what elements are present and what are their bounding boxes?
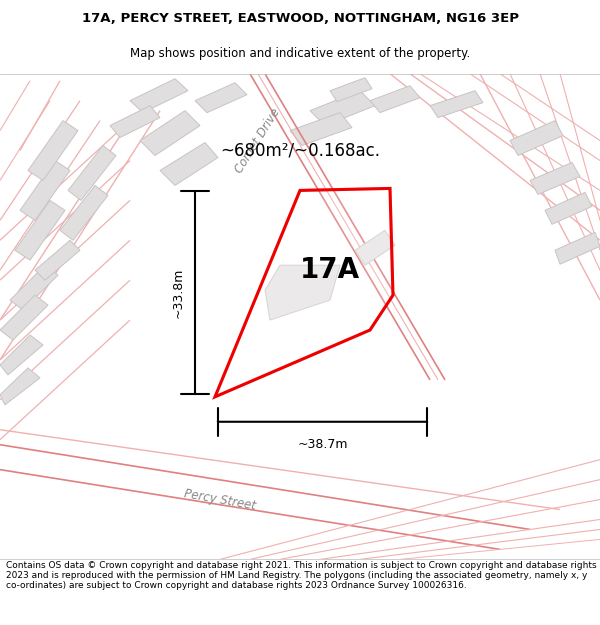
Text: ~38.7m: ~38.7m: [297, 438, 348, 451]
Text: Percy Street: Percy Street: [183, 487, 257, 512]
Polygon shape: [510, 121, 563, 156]
Polygon shape: [370, 86, 420, 112]
Polygon shape: [0, 335, 43, 375]
Text: Comet Drive: Comet Drive: [233, 106, 283, 176]
Polygon shape: [0, 295, 48, 340]
Polygon shape: [0, 368, 40, 405]
Polygon shape: [290, 112, 352, 146]
Polygon shape: [195, 82, 247, 112]
Polygon shape: [545, 192, 592, 224]
Polygon shape: [15, 201, 65, 260]
Text: 17A: 17A: [300, 256, 360, 284]
Text: 17A, PERCY STREET, EASTWOOD, NOTTINGHAM, NG16 3EP: 17A, PERCY STREET, EASTWOOD, NOTTINGHAM,…: [82, 12, 518, 25]
Text: Contains OS data © Crown copyright and database right 2021. This information is : Contains OS data © Crown copyright and d…: [6, 561, 596, 591]
Polygon shape: [60, 186, 108, 240]
Polygon shape: [130, 79, 188, 112]
Text: ~33.8m: ~33.8m: [172, 268, 185, 318]
Polygon shape: [20, 161, 70, 221]
Polygon shape: [215, 188, 393, 397]
Polygon shape: [265, 265, 340, 320]
Polygon shape: [68, 146, 116, 201]
Text: Map shows position and indicative extent of the property.: Map shows position and indicative extent…: [130, 47, 470, 59]
Polygon shape: [28, 121, 78, 181]
Polygon shape: [355, 230, 395, 265]
Polygon shape: [140, 111, 200, 156]
Polygon shape: [430, 91, 483, 118]
Polygon shape: [530, 162, 580, 194]
Polygon shape: [10, 265, 58, 310]
Text: ~680m²/~0.168ac.: ~680m²/~0.168ac.: [220, 141, 380, 159]
Polygon shape: [110, 106, 160, 138]
Polygon shape: [35, 240, 80, 280]
Polygon shape: [310, 91, 375, 126]
Polygon shape: [160, 142, 218, 186]
Polygon shape: [330, 78, 372, 102]
Polygon shape: [555, 232, 600, 264]
